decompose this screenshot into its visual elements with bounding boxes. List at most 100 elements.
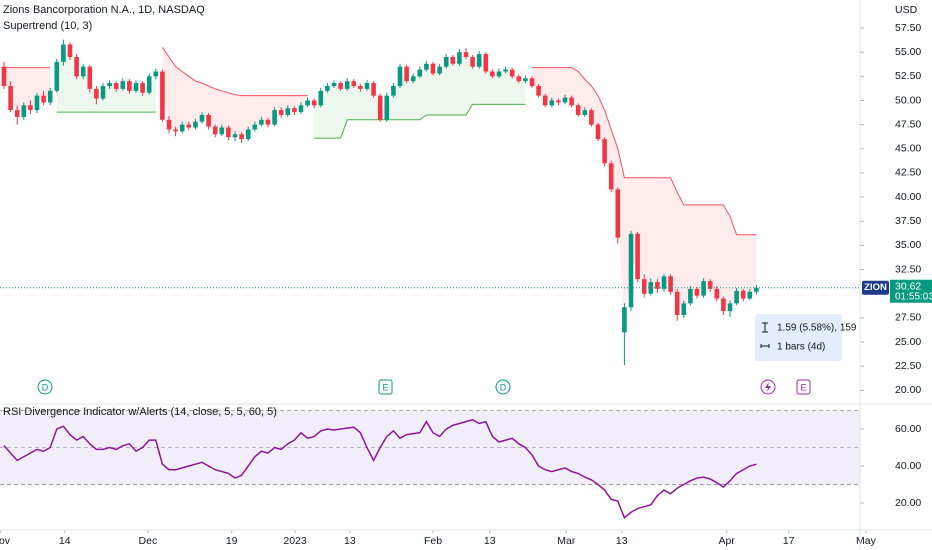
measure-change: 1.59 (5.58%), 159 bbox=[777, 323, 857, 334]
lightning-icon bbox=[765, 382, 771, 392]
candle-body bbox=[734, 290, 739, 304]
candle-body bbox=[595, 124, 601, 140]
candle-body bbox=[549, 100, 555, 106]
event-label: D bbox=[500, 382, 507, 392]
candle-body bbox=[404, 66, 409, 82]
supertrend-line bbox=[532, 67, 757, 236]
supertrend-fill bbox=[56, 50, 156, 113]
y-tick-label: 52.50 bbox=[895, 70, 921, 82]
candle-body bbox=[529, 78, 535, 86]
symbol-badge bbox=[862, 280, 889, 295]
event-icon[interactable] bbox=[495, 379, 511, 395]
candle-body bbox=[410, 76, 416, 82]
candle-body bbox=[34, 95, 40, 111]
candle-body bbox=[463, 52, 469, 58]
candle-body bbox=[608, 163, 614, 190]
candle-body bbox=[252, 124, 258, 130]
candle-body bbox=[113, 83, 119, 89]
tooltip-box bbox=[755, 314, 842, 361]
candle-body bbox=[516, 76, 522, 82]
candle-body bbox=[622, 307, 627, 333]
x-tick-label: 13 bbox=[616, 535, 628, 547]
candle-body bbox=[146, 76, 152, 93]
candle-body bbox=[430, 63, 436, 74]
candle-body bbox=[424, 63, 429, 70]
candle-body bbox=[173, 129, 178, 132]
candle-body bbox=[278, 110, 284, 115]
candle-body bbox=[628, 233, 634, 308]
candle-body bbox=[285, 108, 291, 115]
y-tick-label: 55.00 bbox=[895, 46, 921, 58]
y-tick-label: 37.50 bbox=[895, 215, 921, 227]
candle-body bbox=[556, 100, 561, 103]
candle-body bbox=[483, 54, 489, 72]
candle-body bbox=[331, 83, 337, 86]
y-tick-label: 45.00 bbox=[895, 143, 921, 155]
supertrend-line bbox=[314, 103, 526, 139]
measure-bars: 1 bars (4d) bbox=[777, 342, 825, 353]
candle-body bbox=[582, 110, 588, 115]
candle-body bbox=[721, 298, 726, 312]
event-label: D bbox=[42, 382, 49, 392]
candle-body bbox=[542, 95, 548, 106]
y-tick-label: 32.50 bbox=[895, 263, 921, 275]
candle-body bbox=[496, 71, 502, 77]
candle-body bbox=[694, 288, 700, 296]
candle-body bbox=[701, 281, 706, 296]
supertrend-line bbox=[161, 47, 308, 97]
event-icon[interactable] bbox=[37, 379, 53, 395]
candle-body bbox=[727, 303, 733, 312]
candle-body bbox=[338, 83, 343, 89]
candle-body bbox=[740, 290, 746, 299]
candle-body bbox=[1, 66, 7, 86]
candle-body bbox=[140, 83, 145, 93]
candle-body bbox=[193, 121, 198, 128]
candle-body bbox=[212, 126, 218, 135]
candle-body bbox=[8, 85, 13, 111]
candle-body bbox=[245, 129, 251, 140]
x-tick-label: May bbox=[856, 535, 877, 547]
candle-body bbox=[615, 189, 621, 238]
candle-body bbox=[305, 100, 310, 106]
y-tick-label: 57.50 bbox=[895, 22, 921, 34]
countdown-label: 01:55:03 bbox=[895, 291, 932, 302]
event-icon[interactable] bbox=[378, 379, 393, 395]
x-tick-label: Mar bbox=[557, 535, 576, 547]
candle-body bbox=[688, 288, 693, 304]
candle-body bbox=[503, 69, 508, 72]
candle-body bbox=[298, 105, 304, 113]
candle-body bbox=[41, 95, 46, 103]
event-icon[interactable] bbox=[796, 379, 811, 395]
candle-body bbox=[199, 114, 205, 122]
bars-icon bbox=[760, 344, 770, 348]
indicator-title: Supertrend (10, 3) bbox=[3, 20, 92, 32]
candle-body bbox=[417, 69, 423, 77]
y-tick-label: 20.00 bbox=[895, 384, 921, 396]
rsi-y-tick-label: 60.00 bbox=[895, 423, 921, 435]
candle-body bbox=[47, 90, 53, 103]
candle-body bbox=[351, 81, 357, 86]
candle-body bbox=[674, 291, 680, 315]
supertrend-fill bbox=[162, 47, 308, 137]
candle-body bbox=[443, 57, 449, 67]
candle-body bbox=[28, 105, 33, 111]
candle-body bbox=[87, 66, 93, 89]
candle-body bbox=[74, 57, 79, 77]
event-label: E bbox=[382, 382, 388, 392]
x-tick-label: 13 bbox=[344, 535, 356, 547]
candle-body bbox=[635, 233, 640, 280]
candle-body bbox=[714, 288, 720, 299]
candle-body bbox=[437, 66, 442, 74]
candle-body bbox=[21, 105, 27, 117]
candle-body bbox=[668, 276, 673, 292]
chart-title: Zions Bancorporation N.A., 1D, NASDAQ bbox=[3, 4, 205, 16]
candle-body bbox=[311, 100, 317, 106]
y-tick-label: 25.00 bbox=[895, 336, 921, 348]
candle-body bbox=[166, 119, 172, 130]
y-tick-label: 47.50 bbox=[895, 118, 921, 130]
candle-body bbox=[318, 90, 324, 106]
rsi-line bbox=[3, 418, 757, 520]
y-tick-label: 22.50 bbox=[895, 360, 921, 372]
